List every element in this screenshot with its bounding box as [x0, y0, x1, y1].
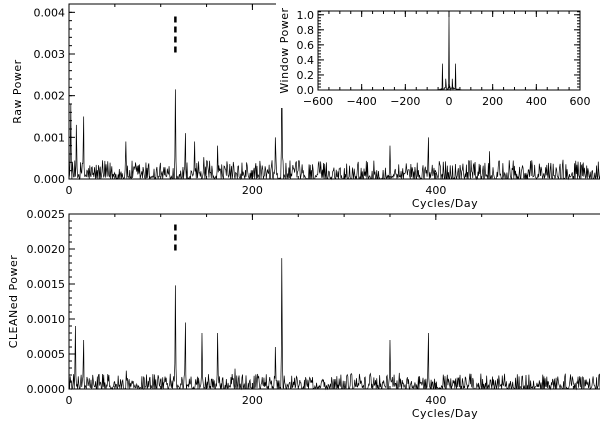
raw-y-tick-label: 0.003	[34, 48, 66, 61]
raw-y-tick-label: 0.001	[34, 131, 66, 144]
window-power-inset: −600 −400 −200 0 200 400 600 0.0 0.2 0.4 0.6 0.8 1.0…	[276, 0, 600, 108]
clean-y-tick-label: 0.0005	[27, 348, 66, 361]
raw-y-axis-title: Raw Power	[11, 59, 24, 123]
clean-y-axis-title: CLEANed Power	[7, 255, 20, 349]
clean-x-axis-title: Cycles/Day	[412, 407, 478, 420]
clean-y-tick-label: 0.0000	[27, 383, 66, 396]
window-x-tick-label: 200	[482, 95, 503, 108]
window-x-tick-label: −200	[390, 95, 420, 108]
raw-power-panel: 02004006008000.0000.0010.0020.0030.004Cy…	[11, 3, 600, 210]
clean-y-tick-label: 0.0025	[27, 208, 66, 221]
clean-x-tick-label: 400	[425, 394, 446, 407]
clean-y-tick-label: 0.0015	[27, 278, 66, 291]
raw-y-tick-label: 0.002	[34, 90, 66, 103]
raw-x-tick-label: 0	[66, 184, 73, 197]
window-y-tick-label: 0.6	[297, 39, 315, 52]
window-y-tick-label: 0.4	[297, 54, 315, 67]
window-x-tick-label: −600	[303, 95, 333, 108]
inset-background	[276, 0, 600, 108]
window-x-tick-label: 0	[446, 95, 453, 108]
cleaned-power-panel: 02004006008000.00000.00050.00100.00150.0…	[7, 208, 600, 420]
window-y-axis-title: Window Power	[278, 7, 291, 93]
raw-x-axis-title: Cycles/Day	[412, 197, 478, 210]
clean-y-tick-label: 0.0020	[27, 243, 66, 256]
raw-x-tick-label: 200	[242, 184, 263, 197]
clean-x-tick-label: 200	[242, 394, 263, 407]
window-y-tick-label: 0.8	[297, 24, 315, 37]
window-y-tick-label: 0.2	[297, 69, 315, 82]
window-y-tick-label: 0.0	[297, 84, 315, 97]
clean-plot-frame	[68, 213, 600, 390]
window-x-tick-label: 400	[526, 95, 547, 108]
clean-x-tick-label: 0	[66, 394, 73, 407]
window-y-tick-label: 1.0	[297, 9, 315, 22]
window-x-tick-label: −400	[347, 95, 377, 108]
raw-y-tick-label: 0.000	[34, 173, 66, 186]
clean-y-tick-label: 0.0010	[27, 313, 66, 326]
raw-x-tick-label: 400	[425, 184, 446, 197]
raw-y-tick-label: 0.004	[34, 6, 66, 19]
window-x-tick-label: 600	[570, 95, 591, 108]
